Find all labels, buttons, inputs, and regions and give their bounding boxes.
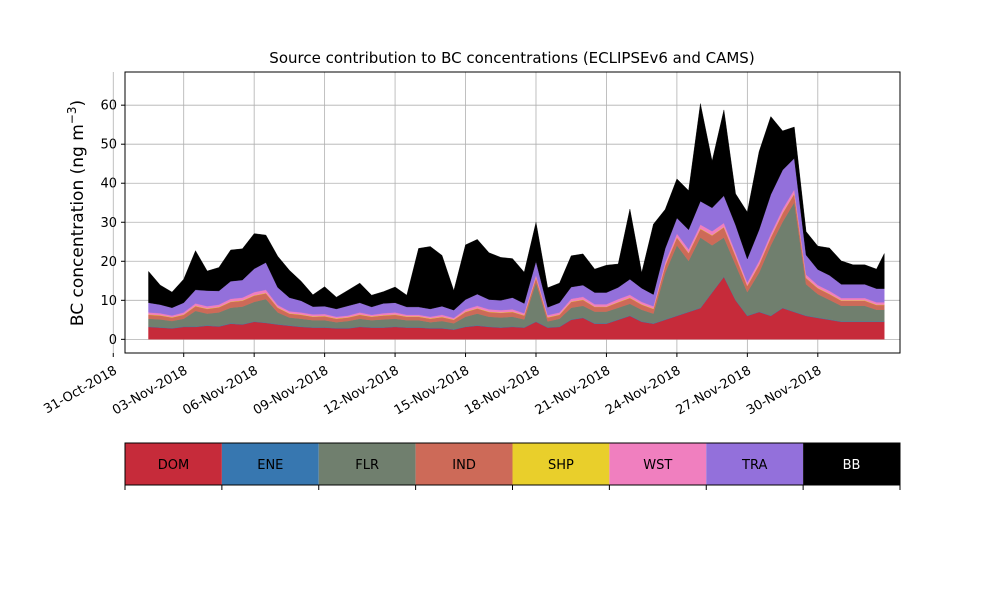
x-tick-label: 15-Nov-2018	[392, 363, 472, 418]
y-tick-label: 60	[100, 99, 117, 114]
legend-label-ind: IND	[452, 458, 476, 473]
x-tick-label: 21-Nov-2018	[533, 363, 613, 418]
y-tick-label: 20	[100, 255, 117, 270]
x-tick-label: 03-Nov-2018	[110, 363, 190, 418]
legend-swatch-ind	[415, 443, 513, 485]
y-tick-label: 50	[100, 138, 117, 153]
legend-swatch-shp	[512, 443, 610, 485]
y-axis-label-close: )	[68, 100, 88, 107]
legend-label-wst: WST	[643, 458, 672, 473]
stacked-areas	[148, 103, 885, 340]
legend-label-dom: DOM	[158, 458, 189, 473]
x-tick-label: 06-Nov-2018	[180, 363, 260, 418]
legend-swatch-ene	[221, 443, 319, 485]
legend-swatch-wst	[609, 443, 707, 485]
legend-label-bb: BB	[843, 458, 861, 473]
x-tick-label: 31-Oct-2018	[41, 363, 119, 417]
legend-label-flr: FLR	[355, 458, 379, 473]
source-colorbar-legend: DOM ENE FLR IND SHP WST TRA BB	[124, 442, 901, 490]
legend-label-tra: TRA	[741, 458, 767, 473]
plot-frame	[124, 71, 901, 354]
x-tick-label: 09-Nov-2018	[251, 363, 331, 418]
y-axis-label: BC concentration (ng m−3)	[65, 100, 88, 326]
y-tick-label: 30	[100, 216, 117, 231]
x-tick-label: 24-Nov-2018	[603, 363, 683, 418]
y-tick-label: 0	[109, 333, 117, 348]
legend-swatch-bb	[803, 443, 900, 485]
chart-title: Source contribution to BC concentrations…	[269, 49, 754, 67]
x-tick-label: 18-Nov-2018	[462, 363, 542, 418]
area-bb	[148, 103, 885, 311]
legend-swatch-dom	[125, 443, 222, 485]
legend-label-ene: ENE	[257, 458, 283, 473]
legend-swatch-tra	[706, 443, 804, 485]
x-tick-label: 30-Nov-2018	[744, 363, 824, 418]
y-tick-label: 10	[100, 294, 117, 309]
x-tick-label: 12-Nov-2018	[321, 363, 401, 418]
y-tick-label: 40	[100, 177, 117, 192]
y-axis-label-main: BC concentration (ng m	[68, 124, 88, 326]
legend-swatch-flr	[318, 443, 416, 485]
y-axis-label-superscript: −3	[65, 106, 79, 124]
x-tick-label: 27-Nov-2018	[674, 363, 754, 418]
legend-label-shp: SHP	[548, 458, 574, 473]
